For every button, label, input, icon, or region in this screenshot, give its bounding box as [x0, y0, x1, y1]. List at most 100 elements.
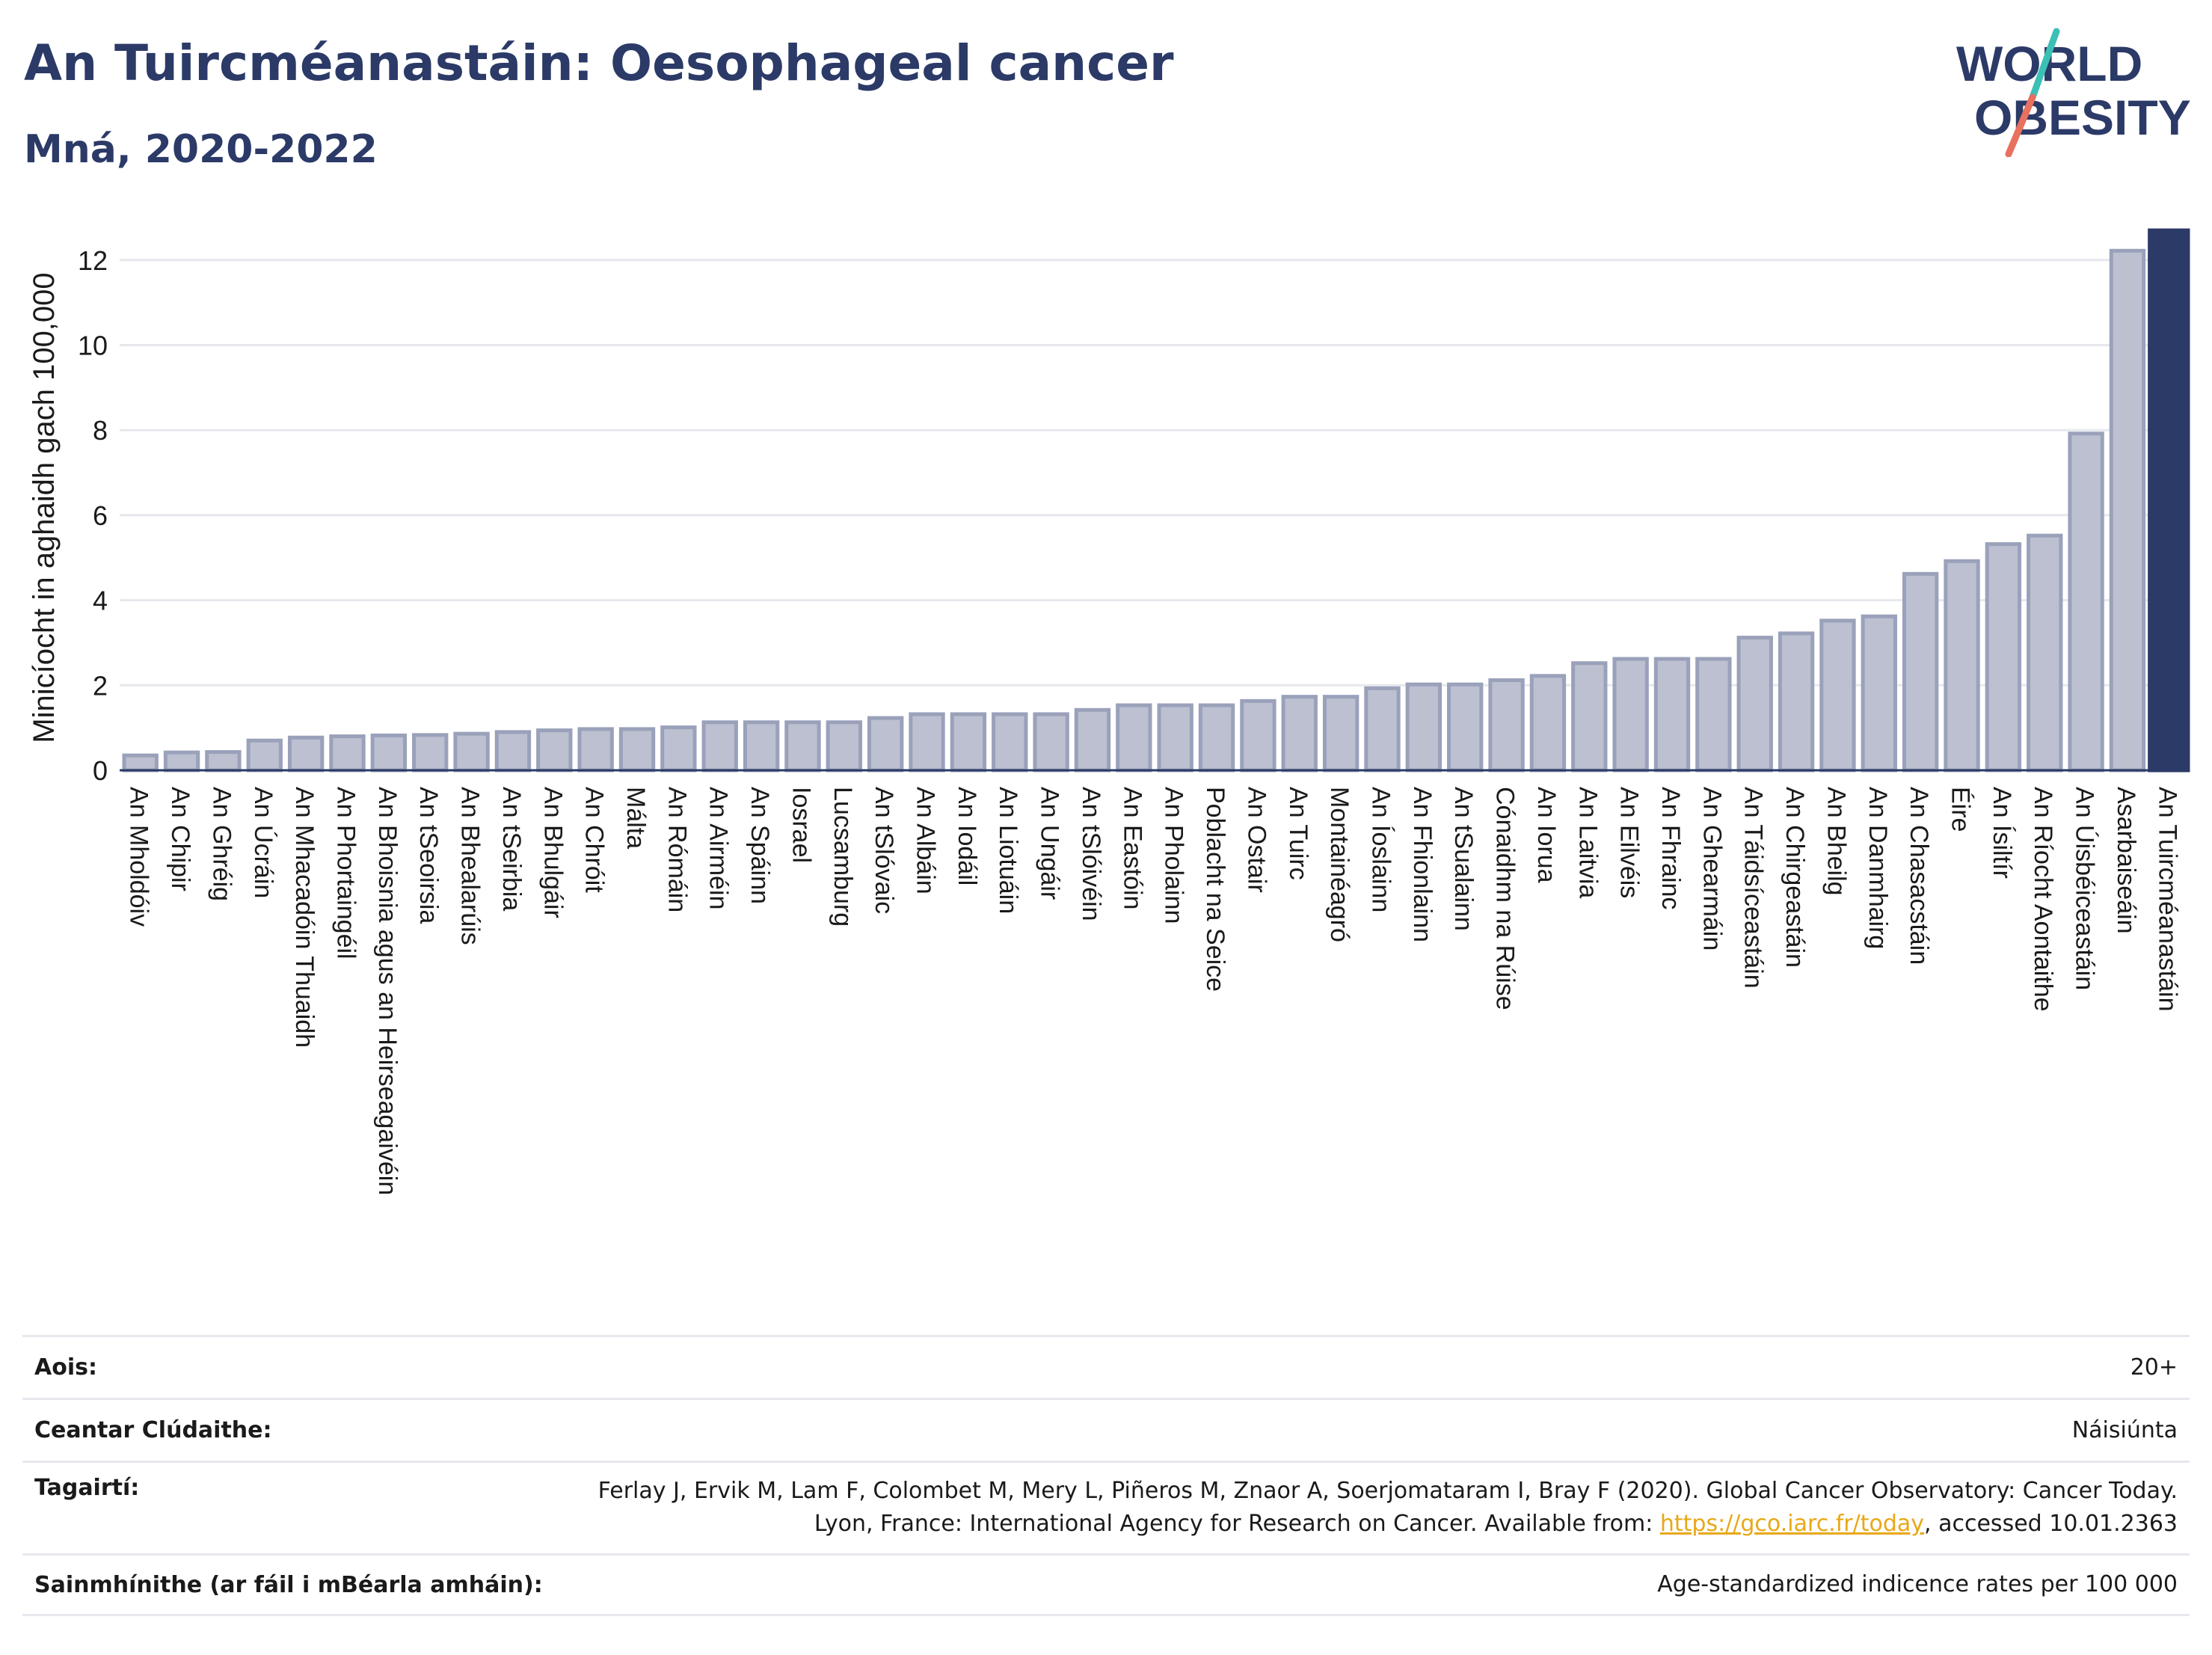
x-tick-label: Montainéagró: [1325, 787, 1354, 942]
bar: [1364, 686, 1401, 773]
bar: [1157, 703, 1193, 773]
x-tick-label: An Eilvéis: [1615, 787, 1644, 898]
x-tick-label: An Chipir: [166, 787, 194, 891]
x-tick-label: Éire: [1947, 787, 1975, 832]
x-tick-label: An Liotuáin: [994, 787, 1022, 914]
x-tick-label: An Spáinn: [746, 787, 774, 904]
bar: [122, 753, 159, 773]
x-tick-label: An Iodáil: [953, 787, 981, 885]
bar: [1322, 695, 1360, 773]
y-tick-labels: 0 2 4 6 8 10 12: [78, 245, 108, 786]
bars: [122, 228, 2190, 773]
bar: [660, 725, 697, 773]
footer-key-references: Tagairtí:: [34, 1475, 140, 1501]
x-tick-label: An Bhulgáir: [538, 787, 567, 918]
bar: [370, 733, 408, 773]
x-tick-label: An Danmhairg: [1864, 787, 1892, 949]
x-tick-label: An Tuirc: [1284, 787, 1312, 880]
bar: [494, 730, 532, 773]
footer-value-coverage: Náisiúnta: [2071, 1416, 2178, 1443]
x-tick-label: An Úcráin: [249, 787, 277, 898]
x-tick-label: Lucsamburg: [829, 787, 857, 927]
y-tick-label: 10: [78, 330, 108, 360]
x-tick-label: An Ghréig: [207, 787, 236, 901]
x-tick-label: An Bhealarúis: [456, 787, 485, 945]
bar: [1488, 678, 1525, 773]
y-tick-label: 4: [93, 586, 108, 616]
bar: [1405, 682, 1443, 773]
x-tick-label: An tSeirbia: [497, 787, 526, 911]
x-tick-label: An Bhoisnia agus an Heirseagaivéin: [373, 787, 402, 1195]
x-tick-label: An tSlóivéin: [1077, 787, 1105, 921]
bar: [992, 712, 1028, 773]
x-tick-label: An Phortaingéil: [331, 787, 360, 959]
y-tick-label: 6: [93, 500, 108, 531]
logo-slash-coral: [2005, 93, 2036, 157]
x-tick-label: An Ghearmáin: [1698, 787, 1726, 951]
bar: [701, 720, 738, 773]
chart-title: An Tuircméanastáin: Oesophageal cancer: [24, 34, 1174, 92]
bar: [246, 738, 283, 773]
x-tick-label: An Mholdóiv: [125, 787, 153, 927]
x-tick-label: An Albáin: [912, 787, 940, 894]
x-tick-label: An Airméin: [704, 787, 733, 909]
x-tick-label: Asarbaiseáin: [2112, 787, 2140, 934]
footer-value-references: Ferlay J, Ervik M, Lam F, Colombet M, Me…: [532, 1475, 2178, 1541]
x-tick-label: An Íoslainn: [1366, 787, 1395, 912]
bar: [1819, 618, 1856, 773]
bar: [1198, 703, 1235, 773]
bar: [1653, 657, 1691, 773]
x-tick-label: An Úisbéiceastáin: [2071, 787, 2099, 990]
footer-key-coverage: Ceantar Clúdaithe:: [34, 1417, 272, 1443]
x-tick-label: An tSualainn: [1449, 787, 1478, 931]
x-tick-label: An Bheilg: [1822, 787, 1850, 896]
bar: [1571, 661, 1608, 773]
bar: [163, 750, 200, 773]
footer-key-definitions: Sainmhínithe (ar fáil i mBéarla amháin):: [34, 1571, 543, 1598]
y-tick-label: 0: [93, 755, 108, 786]
bar: [1736, 636, 1773, 773]
bar: [1612, 657, 1649, 773]
bar: [1447, 682, 1484, 773]
bar: [618, 727, 656, 773]
x-tick-label: An Chirgeastáin: [1781, 787, 1809, 968]
world-obesity-logo: WORLD OBESITY: [1956, 28, 2191, 157]
bar: [1861, 614, 1897, 773]
bar: [1281, 695, 1318, 773]
footer-value-age: 20+: [2130, 1354, 2178, 1381]
y-tick-label: 12: [78, 245, 108, 276]
x-tick-label: An Ostair: [1242, 787, 1271, 893]
bar: [743, 720, 780, 773]
bar: [2148, 228, 2190, 773]
reference-link[interactable]: https://gco.iarc.fr/today: [1659, 1511, 1925, 1537]
x-tick-label: An Pholainn: [1160, 787, 1188, 924]
x-tick-label: An Táidsíceastáin: [1739, 787, 1768, 989]
x-tick-label: An Ríocht Aontaithe: [2029, 787, 2057, 1012]
x-tick-label: An Rómáin: [663, 787, 691, 912]
x-tick-label: An Ísiltír: [1988, 787, 2016, 879]
chart-subtitle: Mná, 2020-2022: [24, 127, 378, 172]
bar: [1074, 707, 1111, 773]
reference-accessed: , accessed 10.01.2363: [1924, 1511, 2178, 1537]
x-tick-label: An tSeoirsia: [414, 787, 443, 924]
bar: [205, 750, 242, 773]
bar: [1778, 631, 1815, 773]
x-tick-label: An Chróit: [580, 787, 609, 893]
bar: [453, 731, 490, 773]
x-tick-label: Málta: [621, 787, 650, 849]
bar: [1240, 698, 1276, 773]
bar: [577, 727, 614, 773]
bar: [1985, 542, 2022, 773]
bar: [826, 720, 862, 773]
bar: [950, 712, 987, 773]
footer-row-references: Tagairtí: Ferlay J, Ervik M, Lam F, Colo…: [22, 1461, 2190, 1553]
bar: [1695, 657, 1732, 773]
bar: [784, 720, 821, 773]
logo-slash-teal: [2029, 28, 2060, 101]
x-tick-label: An tSlóvaic: [870, 787, 898, 914]
bar: [329, 734, 366, 773]
x-tick-label: Poblacht na Seice: [1201, 787, 1229, 992]
logo-line-obesity: OBESITY: [1974, 90, 2191, 145]
footer-value-definitions: Age-standardized indicence rates per 100…: [1657, 1571, 2178, 1597]
